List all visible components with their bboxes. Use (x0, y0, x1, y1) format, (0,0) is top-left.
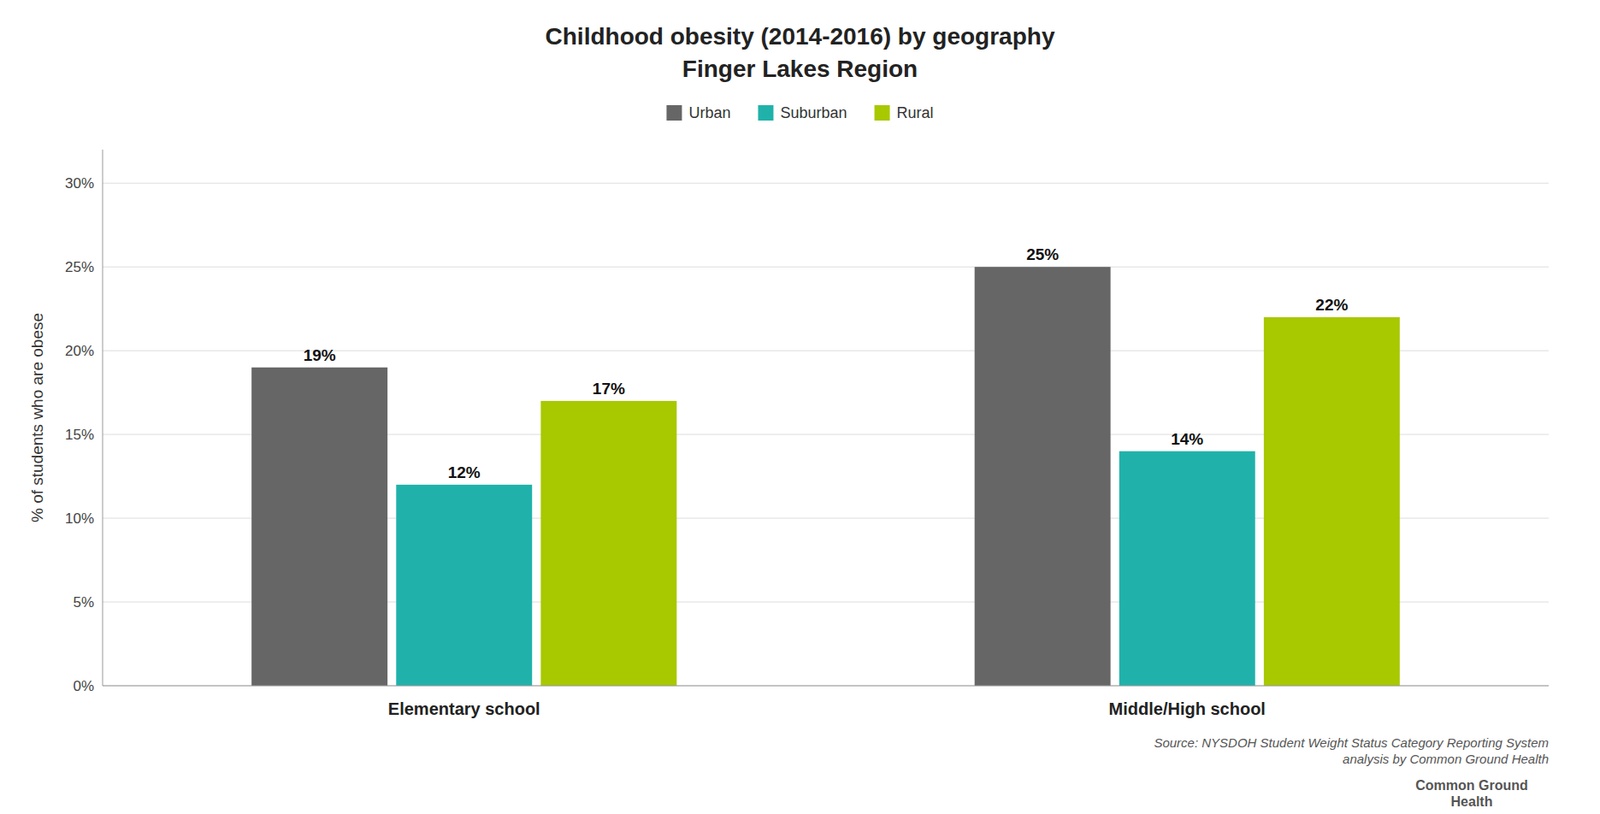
y-tick-label: 15% (64, 426, 95, 443)
y-tick-label: 25% (64, 259, 95, 276)
legend-label: Urban (688, 104, 731, 122)
y-tick-label: 20% (64, 342, 95, 360)
bars (251, 266, 1400, 686)
grid-line (102, 266, 1549, 268)
data-label: 14% (1170, 430, 1204, 449)
grid-line (102, 685, 1549, 687)
y-axis: 0% 5% 10% 15% 20% 25% 30% (64, 149, 1549, 695)
y-tick-label: 0% (72, 678, 95, 695)
data-labels: 19% 12% 17% 25% 14% 22% (303, 245, 1349, 482)
bar (1119, 451, 1256, 686)
data-label: 25% (1026, 245, 1059, 264)
source-line: Source: NYSDOH Student Weight Status Cat… (1153, 735, 1549, 750)
data-label: 12% (448, 463, 481, 482)
y-tick-label: 5% (72, 594, 95, 611)
subtitle: Finger Lakes Region (682, 55, 918, 83)
data-label: 19% (303, 346, 337, 365)
source-line: analysis by Common Ground Health (1342, 751, 1549, 767)
bar (974, 266, 1111, 686)
bar (395, 484, 532, 686)
bar (540, 401, 677, 686)
source-note: Source: NYSDOH Student Weight Status Cat… (1153, 735, 1549, 767)
x-axis-line (102, 685, 1549, 687)
legend-swatch (757, 105, 774, 121)
grid-line (102, 183, 1549, 184)
y-tick-label: 30% (64, 175, 95, 192)
chart: Childhood obesity (2014-2016) by geograp… (0, 0, 1600, 814)
x-tick-label: Elementary school (388, 699, 541, 719)
bar (1263, 317, 1400, 686)
logo-line: Common Ground (1415, 778, 1529, 793)
logo-text: Common GroundHealth (1415, 778, 1529, 809)
y-tick-label: 10% (64, 510, 95, 527)
data-label: 22% (1315, 295, 1348, 314)
y-axis-label: % of students who are obese (28, 312, 47, 523)
bar (251, 367, 388, 686)
data-label: 17% (592, 379, 626, 398)
legend: Urban Suburban Rural (666, 104, 933, 122)
x-tick-label: Middle/High school (1109, 699, 1266, 719)
legend-swatch (874, 105, 891, 121)
y-axis-line (102, 149, 104, 686)
logo-line: Health (1451, 794, 1494, 809)
title: Childhood obesity (2014-2016) by geograp… (545, 23, 1056, 50)
legend-label: Suburban (779, 104, 847, 122)
legend-swatch (666, 105, 682, 121)
legend-label: Rural (897, 104, 934, 122)
